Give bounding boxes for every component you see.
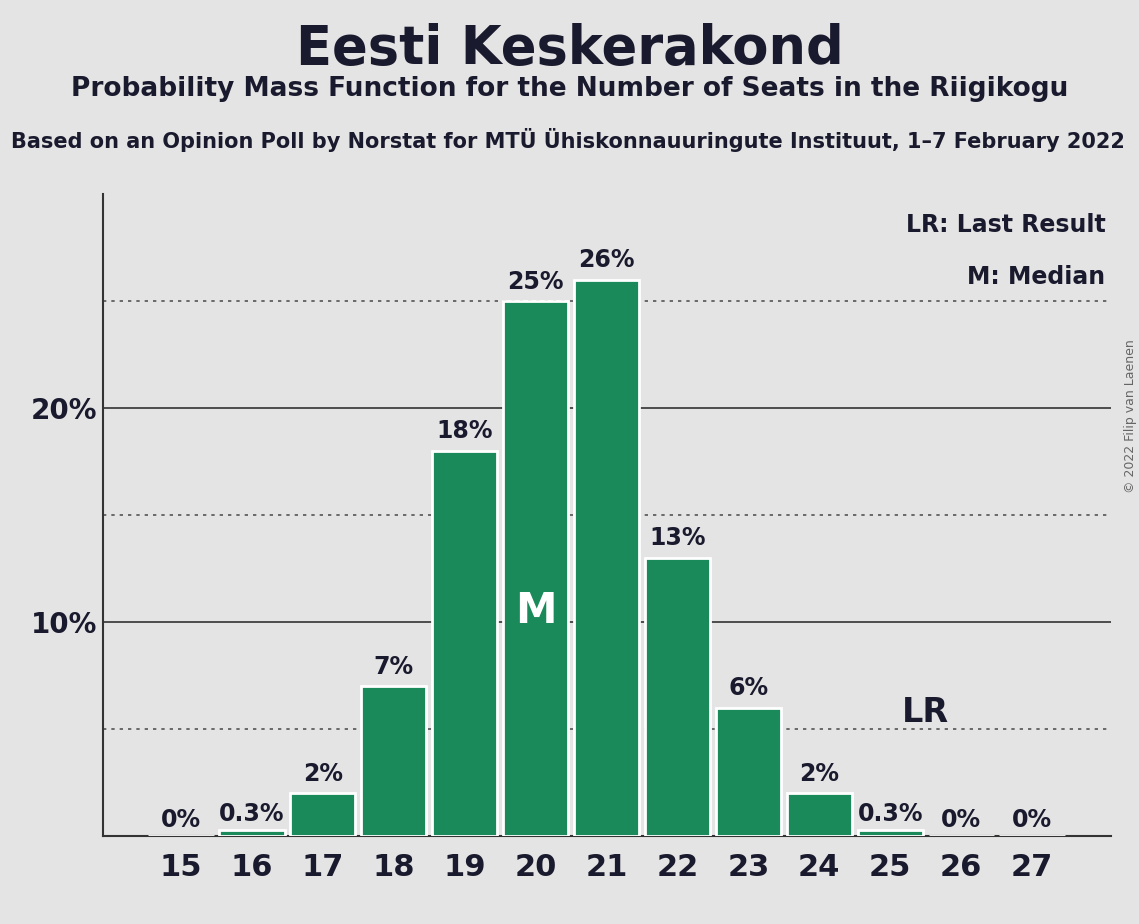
Bar xyxy=(715,708,781,836)
Text: © 2022 Filip van Laenen: © 2022 Filip van Laenen xyxy=(1124,339,1137,492)
Text: Probability Mass Function for the Number of Seats in the Riigikogu: Probability Mass Function for the Number… xyxy=(71,76,1068,102)
Bar xyxy=(432,451,498,836)
Text: 6%: 6% xyxy=(728,676,769,700)
Bar xyxy=(219,830,285,836)
Text: 0.3%: 0.3% xyxy=(858,801,923,825)
Text: 25%: 25% xyxy=(507,270,564,294)
Text: 0%: 0% xyxy=(161,808,200,832)
Bar xyxy=(645,558,710,836)
Text: 2%: 2% xyxy=(303,762,343,786)
Bar xyxy=(361,687,426,836)
Text: 13%: 13% xyxy=(649,527,706,551)
Bar xyxy=(503,301,568,836)
Text: 0%: 0% xyxy=(941,808,981,832)
Text: 0.3%: 0.3% xyxy=(219,801,285,825)
Text: 18%: 18% xyxy=(436,419,493,444)
Text: LR: Last Result: LR: Last Result xyxy=(906,213,1106,237)
Bar xyxy=(574,280,639,836)
Bar xyxy=(290,794,355,836)
Bar xyxy=(787,794,852,836)
Text: Based on an Opinion Poll by Norstat for MTÜ Ühiskonnauuringute Instituut, 1–7 Fe: Based on an Opinion Poll by Norstat for … xyxy=(11,128,1125,152)
Text: Eesti Keskerakond: Eesti Keskerakond xyxy=(296,23,843,75)
Bar xyxy=(858,830,923,836)
Text: 2%: 2% xyxy=(800,762,839,786)
Text: 0%: 0% xyxy=(1013,808,1052,832)
Text: 7%: 7% xyxy=(374,655,413,679)
Text: M: M xyxy=(515,590,556,632)
Text: 26%: 26% xyxy=(579,249,634,273)
Text: LR: LR xyxy=(902,696,949,728)
Text: M: Median: M: Median xyxy=(967,264,1106,288)
